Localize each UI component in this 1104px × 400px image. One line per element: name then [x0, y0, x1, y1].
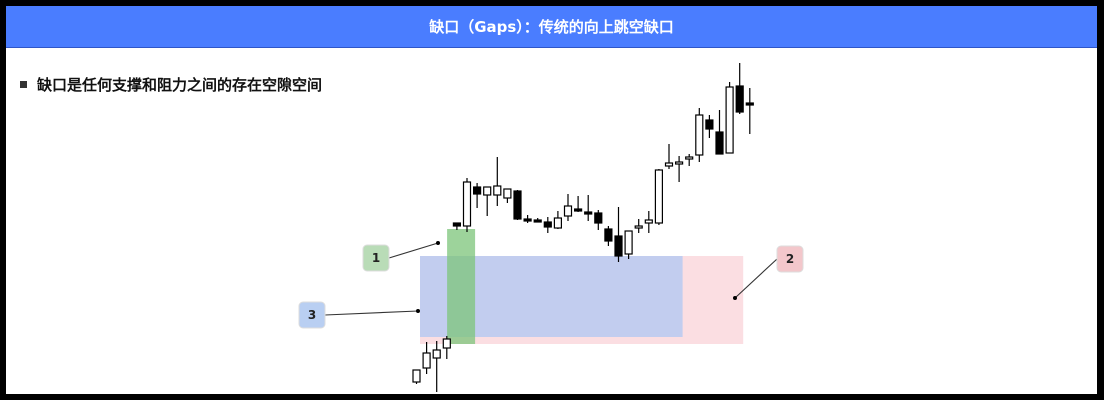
candle-body	[523, 218, 532, 222]
candle-10	[503, 188, 512, 203]
candle-32	[725, 82, 734, 154]
candle-body	[563, 205, 573, 217]
candle-body	[664, 162, 674, 167]
chart-area: 1 2 3	[298, 63, 804, 392]
candle-body	[493, 185, 502, 196]
candle-31	[715, 110, 724, 155]
candle-body	[685, 156, 694, 160]
callout-label: 1	[372, 251, 380, 265]
candle-body	[543, 221, 552, 228]
callout-3: 3	[298, 301, 420, 329]
candle-body	[695, 114, 704, 156]
candle-body	[735, 85, 744, 113]
candle-5	[452, 222, 461, 230]
candle-21	[614, 207, 623, 262]
candle-27	[674, 156, 684, 182]
chart-frame: 缺口（Gaps）：传统的向上跳空缺口 1 2 3 缺口是任何支撑和阻力之间的存在空隙…	[6, 6, 1097, 394]
callout-2: 2	[733, 245, 804, 300]
candle-body	[473, 186, 482, 195]
candle-body	[715, 131, 724, 155]
candle-7	[473, 183, 482, 208]
candle-body	[705, 119, 714, 130]
candle-34	[745, 88, 754, 134]
candle-body	[604, 228, 613, 242]
candle-33	[735, 63, 744, 114]
candle-body	[503, 188, 512, 199]
candle-body	[634, 225, 643, 229]
candle-26	[664, 144, 674, 169]
callout-label: 3	[308, 308, 316, 322]
candle-2	[422, 342, 431, 374]
candle-8	[483, 186, 492, 216]
candle-body	[442, 338, 451, 349]
candle-body	[462, 181, 472, 227]
bullet-point: 缺口是任何支撑和阻力之间的存在空隙空间	[20, 74, 322, 95]
candle-body	[412, 369, 421, 383]
candle-body	[644, 219, 653, 224]
candle-body	[483, 186, 492, 196]
candle-30	[705, 115, 714, 138]
callout-1: 1	[362, 241, 440, 272]
candle-18	[584, 195, 593, 221]
callout-anchor-dot	[436, 241, 440, 245]
candle-15	[553, 211, 563, 229]
candle-17	[573, 196, 583, 212]
candle-body	[654, 169, 664, 224]
candle-3	[432, 341, 441, 392]
page-title: 缺口（Gaps）：传统的向上跳空缺口	[6, 6, 1097, 48]
candlestick-series	[412, 63, 754, 392]
candle-19	[594, 210, 603, 230]
candle-23	[634, 219, 643, 233]
bullet-text: 缺口是任何支撑和阻力之间的存在空隙空间	[37, 76, 323, 94]
callout-label: 2	[786, 252, 794, 266]
callout-layer: 1 2 3	[298, 241, 804, 329]
candle-29	[695, 108, 704, 162]
candle-body	[553, 217, 563, 229]
callout-connector	[734, 258, 778, 299]
candle-1	[412, 369, 421, 384]
candle-body	[452, 222, 461, 227]
candle-20	[604, 226, 613, 246]
candle-body	[422, 352, 431, 369]
candle-body	[725, 86, 734, 154]
candle-28	[685, 154, 694, 166]
candle-body	[745, 102, 754, 106]
candle-24	[644, 211, 653, 233]
page-title-text: 缺口（Gaps）：传统的向上跳空缺口	[429, 18, 674, 36]
candle-body	[674, 161, 684, 165]
callout-box	[362, 244, 390, 272]
candle-body	[432, 349, 441, 359]
candle-body	[614, 235, 623, 257]
candle-body	[624, 230, 633, 255]
candle-25	[654, 169, 664, 225]
candle-body	[513, 190, 522, 220]
candle-16	[563, 194, 573, 221]
bullet-square-icon	[20, 81, 27, 88]
candle-body	[584, 211, 593, 215]
candle-6	[462, 178, 472, 232]
callout-connector	[324, 310, 419, 316]
callout-box	[776, 245, 804, 273]
gap-zones	[420, 229, 744, 344]
candle-9	[493, 157, 502, 206]
callout-anchor-dot	[733, 296, 737, 300]
candle-22	[624, 230, 633, 259]
candle-12	[523, 215, 532, 223]
callout-connector	[388, 242, 439, 259]
candle-body	[533, 219, 542, 223]
candle-body	[573, 208, 583, 212]
candle-body	[594, 212, 603, 224]
candle-4	[442, 336, 451, 359]
candle-13	[533, 218, 542, 223]
green-zone	[447, 229, 476, 344]
callout-anchor-dot	[416, 309, 420, 313]
callout-box	[298, 301, 326, 329]
candle-14	[543, 217, 552, 233]
candle-11	[513, 190, 522, 220]
